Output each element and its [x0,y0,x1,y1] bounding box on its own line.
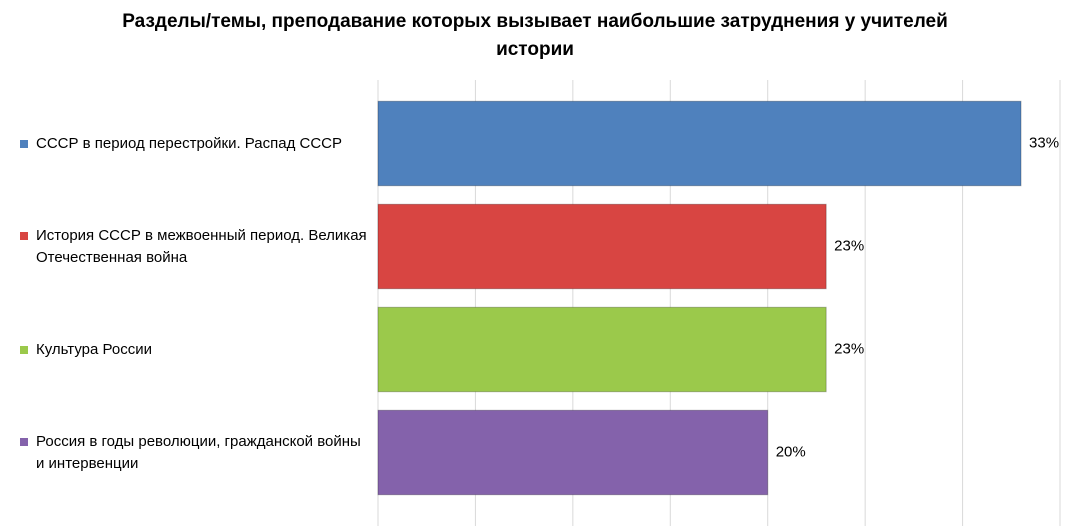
chart-title: Разделы/темы, преподавание которых вызыв… [122,11,948,60]
value-label: 23% [834,340,864,357]
bar [377,100,1022,187]
bar [377,203,827,290]
legend-swatch [20,231,28,240]
legend-swatch [20,345,28,354]
legend-item: Культура России [20,339,370,361]
legend-label: Культура России [36,340,152,358]
bar [377,306,827,393]
value-label: 20% [776,443,806,460]
legend-swatch [20,139,28,148]
value-label: 33% [1029,134,1059,151]
legend-item: История СССР в межвоенный период. Велика… [20,225,370,269]
legend-label: История СССР в межвоенный период. Велика… [36,226,367,266]
legend-item: Россия в годы революции, гражданской вой… [20,431,370,475]
legend-item: СССР в период перестройки. Распад СССР [20,133,370,155]
legend-label: Россия в годы революции, гражданской вой… [36,432,361,472]
legend-swatch [20,437,28,446]
legend-label: СССР в период перестройки. Распад СССР [36,134,343,152]
bar [377,409,769,496]
value-label: 23% [834,237,864,254]
